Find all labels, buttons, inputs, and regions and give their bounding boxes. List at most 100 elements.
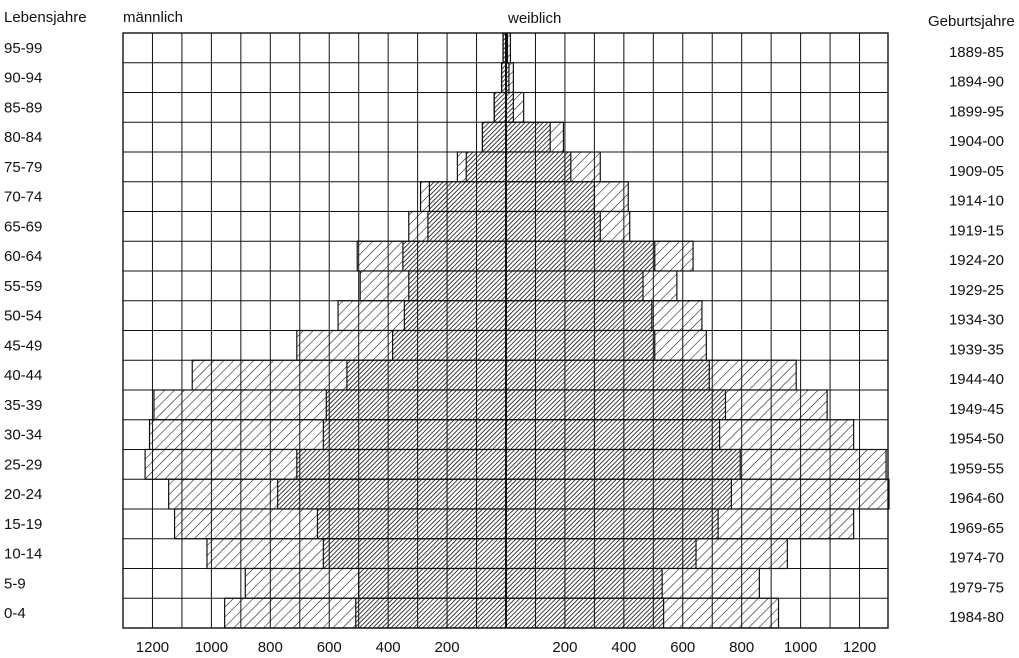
- female-inner-bar: [506, 152, 571, 182]
- female-inner-bar: [506, 241, 655, 271]
- female-outer-bar: [570, 152, 601, 182]
- x-tick-label: 800: [258, 639, 283, 656]
- x-tick-label: 200: [552, 639, 577, 656]
- female-inner-bar: [506, 360, 710, 390]
- male-outer-bar: [206, 538, 324, 569]
- female-outer-bar: [600, 211, 630, 242]
- female-inner-bar: [506, 330, 655, 361]
- male-outer-bar: [168, 479, 278, 509]
- x-tick-label: 400: [611, 639, 636, 656]
- age-group-label: 10-14: [4, 546, 42, 563]
- female-outer-bar: [740, 449, 887, 480]
- female-inner-bar: [506, 62, 509, 93]
- female-inner-bar: [506, 122, 551, 152]
- birth-year-label: 1929-25: [949, 282, 1004, 299]
- female-inner-bar: [506, 479, 732, 509]
- female-outer-bar: [550, 122, 564, 152]
- age-group-label: 65-69: [4, 218, 42, 235]
- female-inner-bar: [506, 271, 643, 301]
- birth-year-label: 1969-65: [949, 520, 1004, 537]
- birth-year-label: 1959-55: [949, 460, 1004, 477]
- age-group-label: 80-84: [4, 129, 42, 146]
- male-inner-bar: [277, 479, 506, 509]
- age-group-label: 85-89: [4, 99, 42, 116]
- age-group-label: 95-99: [4, 40, 42, 57]
- female-outer-bar: [651, 300, 702, 331]
- age-group-label: 0-4: [4, 605, 26, 622]
- birth-year-label: 1904-00: [949, 133, 1004, 150]
- male-outer-bar: [457, 152, 467, 182]
- male-inner-bar: [323, 538, 506, 569]
- male-outer-bar: [149, 419, 324, 450]
- birth-year-label: 1964-60: [949, 490, 1004, 507]
- birth-year-label: 1984-80: [949, 609, 1004, 626]
- male-inner-bar: [466, 152, 506, 182]
- age-group-label: 50-54: [4, 308, 42, 325]
- female-outer-bar: [725, 390, 828, 420]
- male-inner-bar: [296, 449, 506, 480]
- female-outer-bar: [663, 598, 779, 628]
- age-group-label: 5-9: [4, 575, 26, 592]
- age-group-label: 60-64: [4, 248, 42, 265]
- birth-year-label: 1974-70: [949, 550, 1004, 567]
- female-inner-bar: [506, 598, 664, 628]
- male-outer-bar: [153, 390, 327, 420]
- female-inner-bar: [506, 449, 741, 480]
- bars-layer: [144, 32, 890, 629]
- male-inner-bar: [503, 33, 506, 63]
- x-tick-label: 1000: [784, 639, 817, 656]
- female-outer-bar: [507, 33, 511, 63]
- female-outer-bar: [513, 92, 524, 123]
- age-group-label: 40-44: [4, 367, 42, 384]
- male-inner-bar: [482, 122, 506, 152]
- male-inner-bar: [501, 62, 506, 93]
- male-header: männlich: [123, 9, 183, 26]
- male-outer-bar: [224, 598, 356, 628]
- age-group-label: 25-29: [4, 456, 42, 473]
- birth-axis-header: Geburtsjahre: [928, 13, 1015, 30]
- x-tick-label: 200: [435, 639, 460, 656]
- female-inner-bar: [506, 300, 652, 331]
- male-inner-bar: [494, 92, 506, 123]
- male-outer-bar: [420, 181, 430, 212]
- birth-year-label: 1924-20: [949, 252, 1004, 269]
- male-inner-bar: [326, 390, 506, 420]
- x-tick-label: 1000: [195, 639, 228, 656]
- male-inner-bar: [317, 509, 506, 539]
- male-outer-bar: [408, 211, 428, 242]
- grid-layer: [122, 32, 889, 629]
- birth-year-label: 1889-85: [949, 44, 1004, 61]
- labels-layer: 95-99 1889-85 90-94 1894-90 85-89 1899-95 80-8…: [4, 40, 1004, 656]
- female-outer-bar: [719, 419, 854, 450]
- age-group-label: 55-59: [4, 278, 42, 295]
- male-outer-bar: [192, 360, 347, 390]
- male-inner-bar: [404, 300, 506, 331]
- birth-year-label: 1944-40: [949, 371, 1004, 388]
- male-inner-bar: [358, 568, 506, 599]
- female-outer-bar: [718, 509, 854, 539]
- age-group-label: 30-34: [4, 427, 42, 444]
- male-outer-bar: [360, 271, 409, 301]
- female-inner-bar: [506, 181, 595, 212]
- age-group-label: 75-79: [4, 159, 42, 176]
- birth-year-label: 1949-45: [949, 401, 1004, 418]
- female-inner-bar: [506, 568, 663, 599]
- female-inner-bar: [506, 538, 697, 569]
- female-inner-bar: [506, 211, 601, 242]
- birth-year-label: 1939-35: [949, 341, 1004, 358]
- birth-year-label: 1899-95: [949, 103, 1004, 120]
- male-inner-bar: [402, 241, 506, 271]
- male-inner-bar: [392, 330, 506, 361]
- female-outer-bar: [508, 62, 514, 93]
- male-outer-bar: [145, 449, 297, 480]
- male-outer-bar: [296, 330, 393, 361]
- birth-year-label: 1979-75: [949, 579, 1004, 596]
- female-outer-bar: [594, 181, 629, 212]
- female-outer-bar: [709, 360, 797, 390]
- male-inner-bar: [427, 211, 506, 242]
- female-outer-bar: [654, 241, 694, 271]
- x-tick-label: 600: [317, 639, 342, 656]
- x-tick-label: 1200: [136, 639, 169, 656]
- male-outer-bar: [245, 568, 359, 599]
